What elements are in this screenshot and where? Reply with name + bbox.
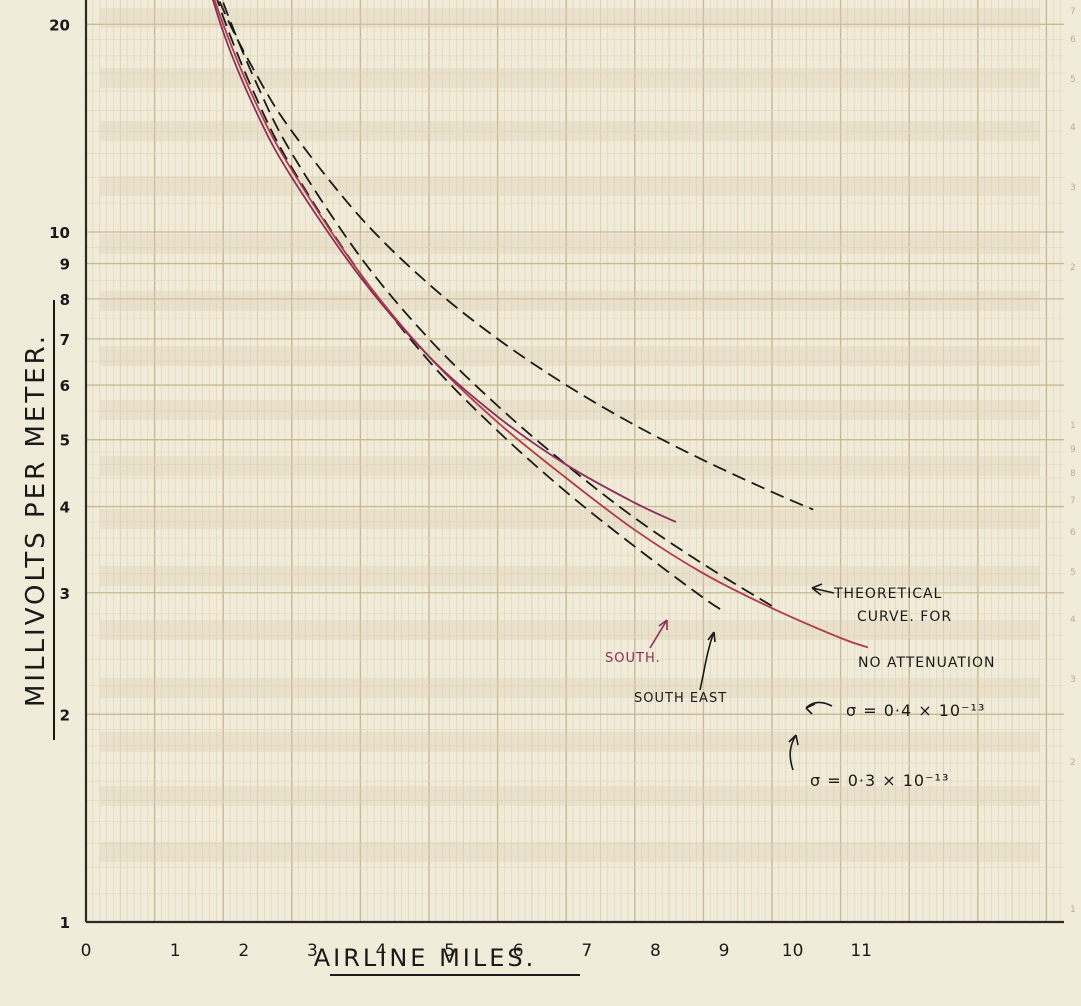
- sigma-0-3-label: σ = 0·3 × 10⁻¹³: [810, 771, 949, 790]
- x-tick-label: 5: [444, 941, 455, 961]
- bleed-through-line: [100, 8, 1040, 28]
- bleed-through-text: [100, 8, 1040, 862]
- sigma-0-3-arrow: [788, 734, 799, 771]
- series-sigma-0-4: [221, 0, 773, 607]
- paper-scale-digit: 6: [1070, 35, 1076, 45]
- bleed-through-line: [100, 732, 1040, 752]
- data-series: [211, 0, 869, 649]
- paper-scale-digit: 3: [1070, 183, 1076, 193]
- axes: 123456789102030405001234567891011: [49, 0, 1064, 961]
- y-tick-label: 20: [49, 16, 70, 34]
- bleed-through-line: [100, 176, 1040, 196]
- paper-scale-digit: 2: [1070, 758, 1076, 768]
- bleed-through-line: [100, 68, 1040, 88]
- y-tick-label: 9: [60, 256, 70, 274]
- bleed-through-line: [100, 566, 1040, 586]
- bleed-through-line: [100, 509, 1040, 529]
- paper-scale-digit: 5: [1070, 75, 1076, 85]
- paper-scale-digit: 5: [1070, 568, 1076, 578]
- x-tick-label: 4: [376, 941, 387, 961]
- y-axis-label: MILLIVOLTS PER METER.: [21, 333, 51, 707]
- y-tick-label: 6: [60, 377, 70, 395]
- x-tick-label: 2: [238, 941, 249, 961]
- series-theoretical-no-attenuation: [217, 0, 814, 511]
- paper-scale-digit: 1: [1070, 421, 1076, 431]
- annotations: THEORETICAL CURVE. FOR NO ATTENUATION σ = 0…: [605, 583, 996, 790]
- bleed-through-line: [100, 678, 1040, 698]
- x-tick-label: 8: [650, 941, 661, 961]
- bleed-through-line: [100, 400, 1040, 420]
- south-east-label: SOUTH EAST: [634, 691, 727, 706]
- x-tick-label: 3: [307, 941, 318, 961]
- bleed-through-line: [100, 786, 1040, 806]
- south-arrow: [649, 619, 668, 649]
- theoretical-label-arrow: [811, 583, 835, 596]
- south-east-arrow: [699, 631, 716, 691]
- y-tick-label: 1: [60, 914, 70, 932]
- x-tick-label: 1: [170, 941, 181, 961]
- theoretical-curve-label-line: THEORETICAL: [833, 586, 942, 602]
- x-tick-label: 10: [782, 941, 804, 961]
- x-tick-label: 0: [81, 941, 92, 961]
- y-tick-label: 7: [60, 331, 70, 349]
- x-tick-label: 7: [581, 941, 592, 961]
- series-south-east: [213, 0, 869, 649]
- paper-scale-digit: 3: [1070, 675, 1076, 685]
- y-tick-label: 10: [49, 224, 70, 242]
- paper-scale-digit: 9: [1070, 445, 1076, 455]
- gridlines: 7 6 5 4 3 2 1 9 8 7 6 5 4 3 2 1: [85, 0, 1076, 923]
- paper-scale-digit: 8: [1070, 469, 1076, 479]
- bleed-through-line: [100, 346, 1040, 366]
- south-label: SOUTH.: [605, 651, 661, 666]
- bleed-through-line: [100, 121, 1040, 141]
- x-axis-label: AIRLINE MILES.: [314, 944, 537, 972]
- paper-scale-digit: 1: [1070, 905, 1076, 915]
- y-tick-label: 2: [60, 706, 70, 724]
- theoretical-curve-label-line: NO ATTENUATION: [858, 655, 996, 671]
- theoretical-curve-label-line: CURVE. FOR: [857, 609, 952, 625]
- x-tick-label: 11: [850, 941, 872, 961]
- sigma-0-4-label: σ = 0·4 × 10⁻¹³: [846, 701, 985, 720]
- y-tick-label: 5: [60, 432, 70, 450]
- paper-scale-digit: 4: [1070, 123, 1076, 133]
- x-tick-label: 6: [513, 941, 524, 961]
- paper-scale-digit: 4: [1070, 615, 1076, 625]
- paper-scale-digit: 7: [1070, 7, 1076, 17]
- bleed-through-line: [100, 234, 1040, 254]
- paper-scale-digit: 7: [1070, 496, 1076, 506]
- paper-scale-digit: 6: [1070, 528, 1076, 538]
- sigma-0-4-arrow: [805, 701, 833, 715]
- bleed-through-line: [100, 620, 1040, 640]
- paper-scale-digit: 2: [1070, 263, 1076, 273]
- y-tick-label: 8: [60, 291, 70, 309]
- y-tick-label: 4: [60, 499, 70, 517]
- bleed-through-line: [100, 842, 1040, 862]
- y-tick-label: 3: [60, 585, 70, 603]
- bleed-through-line: [100, 291, 1040, 311]
- x-tick-label: 9: [719, 941, 730, 961]
- series-south: [211, 0, 677, 523]
